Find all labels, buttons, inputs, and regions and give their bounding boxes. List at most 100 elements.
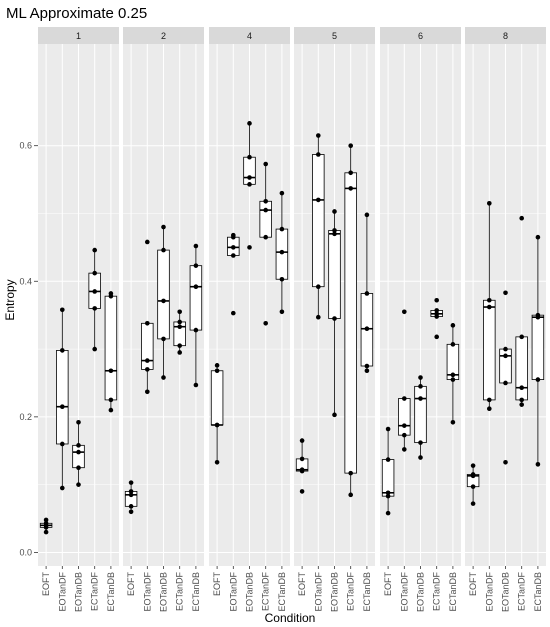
data-point	[92, 306, 97, 311]
boxplot-ECTanDF	[88, 247, 101, 352]
data-point	[487, 406, 492, 412]
data-point	[193, 243, 199, 249]
data-point	[92, 289, 97, 294]
data-point	[332, 231, 337, 237]
y-axis: 0.0 0.2 0.4 0.6	[19, 141, 38, 557]
x-tick-label: EOTanDB	[330, 572, 340, 612]
data-point	[177, 350, 182, 355]
boxplot-EOTanDB	[328, 209, 341, 418]
facet-panel-6: 6 EOFT EOTanDF EOTanDB ECTanDF ECTanDB	[380, 27, 461, 612]
data-point	[519, 215, 524, 221]
data-point	[402, 432, 407, 438]
data-point	[348, 186, 354, 191]
data-point	[299, 467, 305, 473]
data-point	[247, 182, 252, 187]
data-point	[470, 484, 476, 489]
data-point	[60, 348, 65, 353]
data-point	[76, 482, 81, 487]
boxplot-ECTanDF	[259, 161, 272, 326]
boxplot-ECTanDF	[344, 143, 357, 498]
x-tick-label: ECTanDB	[106, 572, 116, 612]
facet-strip-label: 5	[332, 31, 337, 41]
data-point	[348, 170, 354, 176]
boxplot-EOTanDB	[72, 419, 85, 487]
data-point	[332, 209, 337, 214]
boxplot-EOFT	[295, 438, 309, 494]
data-point	[161, 298, 166, 304]
data-point	[316, 314, 321, 320]
data-point	[193, 382, 199, 388]
boxplot-ECTanDB	[189, 243, 203, 388]
boxplot-ECTanDB	[360, 212, 374, 374]
data-point	[60, 441, 65, 447]
x-tick-label: EOTanDF	[313, 572, 323, 612]
data-point	[418, 455, 423, 460]
data-point	[364, 291, 370, 296]
data-point	[161, 375, 166, 380]
boxplot-EOFT	[124, 480, 138, 515]
x-tick-label: EOFT	[468, 571, 478, 596]
facet-strip	[38, 27, 119, 44]
x-tick-label: ECTanDF	[261, 572, 271, 612]
data-point	[177, 309, 182, 315]
x-tick-label: ECTanDB	[533, 572, 543, 612]
data-point	[263, 207, 269, 213]
box-iqr	[72, 444, 85, 469]
data-point	[519, 397, 524, 403]
boxplot-ECTanDB	[275, 190, 289, 315]
data-point	[247, 121, 252, 126]
data-point	[247, 175, 252, 180]
box-iqr	[210, 370, 224, 426]
boxplot-ECTanDF	[173, 309, 186, 355]
data-point	[348, 492, 354, 498]
data-point	[418, 396, 423, 401]
facet-panel-1: 1 EOFT EOTanDF EOTanDB ECTanDF ECTanDB	[38, 27, 119, 612]
box-iqr	[157, 249, 170, 340]
boxplot-EOTanDF	[398, 309, 411, 452]
data-point	[92, 247, 97, 253]
box-iqr	[344, 172, 357, 474]
y-tick-label: 0.0	[19, 547, 32, 557]
data-point	[92, 346, 97, 352]
data-point	[385, 510, 391, 516]
data-point	[402, 309, 407, 315]
data-point	[177, 319, 182, 325]
data-point	[279, 276, 285, 282]
data-point	[332, 412, 337, 418]
x-tick-label: EOTanDF	[228, 572, 238, 612]
data-point	[231, 310, 236, 316]
facet-strip	[465, 27, 546, 44]
data-point	[60, 485, 65, 491]
data-point	[76, 443, 81, 448]
data-point	[299, 456, 305, 462]
data-point	[434, 308, 440, 313]
box-iqr	[531, 314, 545, 380]
data-point	[279, 226, 285, 232]
facet-strip	[294, 27, 375, 44]
boxplot-EOTanDB	[414, 375, 427, 460]
data-point	[145, 367, 150, 372]
data-point	[316, 197, 321, 203]
boxplot-ECTanDB	[531, 234, 545, 467]
x-tick-label: EOTanDB	[245, 572, 255, 612]
data-point	[487, 201, 492, 206]
box-iqr	[259, 200, 272, 238]
data-point	[128, 509, 134, 515]
box-iqr	[189, 265, 203, 331]
facet-strip-label: 8	[503, 31, 508, 41]
boxplot-EOTanDB	[499, 290, 512, 465]
box-iqr	[414, 385, 427, 444]
data-point	[76, 449, 81, 455]
boxplot-ECTanDB	[446, 323, 460, 425]
data-point	[214, 368, 220, 374]
facet-strip-label: 4	[247, 31, 252, 41]
data-point	[364, 368, 370, 374]
data-point	[450, 323, 456, 328]
data-point	[316, 152, 321, 157]
data-point	[108, 397, 114, 403]
data-point	[434, 311, 440, 317]
x-tick-label: EOFT	[126, 571, 136, 596]
data-point	[231, 253, 236, 258]
data-point	[76, 419, 81, 425]
